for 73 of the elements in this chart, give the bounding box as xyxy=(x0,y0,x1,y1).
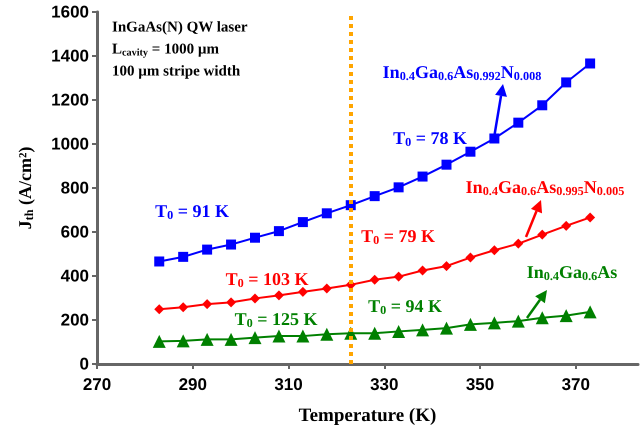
point xyxy=(322,208,332,218)
point xyxy=(561,220,572,231)
x-axis-title: Temperature (K) xyxy=(298,405,436,426)
point xyxy=(248,331,262,344)
point xyxy=(394,182,404,192)
point xyxy=(370,191,380,202)
point xyxy=(322,284,332,294)
point xyxy=(513,118,524,128)
point xyxy=(392,324,406,338)
point xyxy=(154,304,164,314)
point xyxy=(274,226,284,236)
point xyxy=(489,134,500,144)
point xyxy=(418,266,428,276)
point xyxy=(537,230,548,240)
point xyxy=(513,238,524,249)
point xyxy=(202,299,212,310)
y-tick-label: 0 xyxy=(80,354,89,374)
point xyxy=(585,212,596,222)
point xyxy=(464,318,477,331)
point xyxy=(178,252,188,262)
point xyxy=(418,172,428,182)
point xyxy=(250,293,260,304)
annotation: 100 µm stripe width xyxy=(112,64,241,80)
point xyxy=(320,328,334,341)
point xyxy=(152,334,166,348)
point xyxy=(296,330,310,343)
point xyxy=(561,77,572,88)
point xyxy=(537,100,548,110)
point xyxy=(274,290,284,300)
point xyxy=(536,311,549,324)
x-tick-label: 290 xyxy=(178,375,207,394)
y-tick-label: 400 xyxy=(60,266,89,286)
point xyxy=(200,332,214,346)
x-tick-label: 270 xyxy=(82,375,112,394)
point xyxy=(441,160,452,170)
point xyxy=(560,309,573,322)
annotation: InGaAs(N) QW laser xyxy=(112,20,248,36)
point xyxy=(368,326,382,340)
point xyxy=(441,261,452,272)
point xyxy=(298,286,308,297)
point xyxy=(370,274,380,285)
point xyxy=(465,146,476,157)
y-tick-label: 1400 xyxy=(51,46,89,66)
y-tick-label: 200 xyxy=(60,310,89,330)
point xyxy=(272,330,286,343)
point xyxy=(176,334,190,348)
x-tick-label: 330 xyxy=(370,375,398,394)
point xyxy=(394,272,404,282)
y-tick-label: 800 xyxy=(60,178,89,198)
point xyxy=(512,314,525,328)
point xyxy=(584,305,597,318)
point xyxy=(488,316,501,330)
y-tick-label: 1200 xyxy=(51,90,89,110)
point xyxy=(202,244,212,255)
point xyxy=(298,217,308,228)
y-axis-title: Jth (A/cm²) xyxy=(14,146,36,230)
point xyxy=(250,232,260,243)
x-tick-label: 370 xyxy=(562,375,590,394)
point xyxy=(585,58,596,68)
point xyxy=(440,322,453,335)
point xyxy=(224,332,238,346)
point xyxy=(154,256,164,266)
point xyxy=(489,245,500,256)
y-tick-label: 1000 xyxy=(51,134,89,154)
y-tick-label: 600 xyxy=(60,222,89,242)
point xyxy=(178,302,188,312)
point xyxy=(465,252,476,263)
y-tick-label: 1600 xyxy=(51,2,89,22)
x-tick-label: 350 xyxy=(466,375,494,394)
point xyxy=(226,240,236,250)
x-tick-label: 310 xyxy=(274,375,303,394)
point xyxy=(416,323,430,336)
point xyxy=(226,297,236,308)
